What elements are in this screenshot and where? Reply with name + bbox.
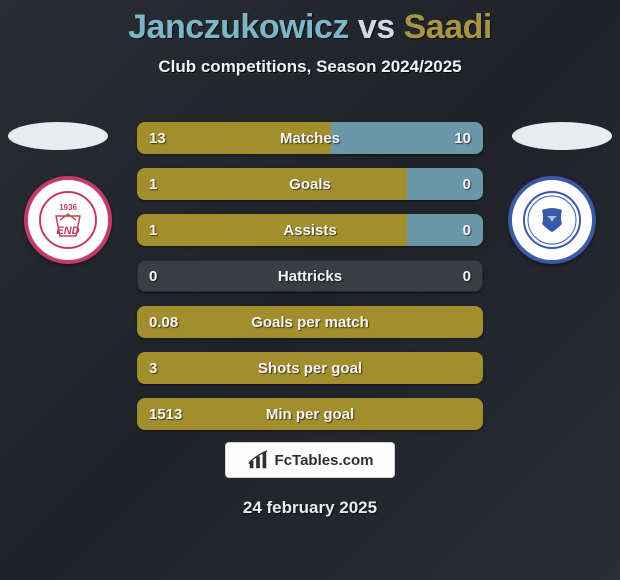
comparison-card: Janczukowicz vs Saadi Club competitions,…: [0, 0, 620, 580]
title-player2: Saadi: [404, 8, 492, 46]
stat-row: 3Shots per goal: [137, 352, 483, 384]
stat-row: 1310Matches: [137, 122, 483, 154]
crest-left-icon: 1936 END: [38, 190, 98, 250]
page-title: Janczukowicz vs Saadi: [0, 0, 620, 47]
stat-row: 00Hattricks: [137, 260, 483, 292]
svg-text:END: END: [56, 225, 79, 237]
bar-chart-icon: [247, 449, 269, 471]
stat-label: Shots per goal: [137, 352, 483, 384]
stat-row: 10Goals: [137, 168, 483, 200]
stat-row: 1513Min per goal: [137, 398, 483, 430]
player1-photo-placeholder: [8, 122, 108, 150]
stat-row: 10Assists: [137, 214, 483, 246]
stat-label: Goals: [137, 168, 483, 200]
brand-text: FcTables.com: [275, 452, 374, 469]
stat-label: Goals per match: [137, 306, 483, 338]
player1-club-crest: 1936 END: [24, 176, 112, 264]
player2-club-crest: [508, 176, 596, 264]
stat-label: Assists: [137, 214, 483, 246]
svg-text:1936: 1936: [59, 203, 77, 212]
date-label: 24 february 2025: [0, 498, 620, 518]
stat-row: 0.08Goals per match: [137, 306, 483, 338]
brand-badge[interactable]: FcTables.com: [225, 442, 395, 478]
title-player1: Janczukowicz: [128, 8, 349, 46]
stat-label: Hattricks: [137, 260, 483, 292]
stat-label: Matches: [137, 122, 483, 154]
player2-photo-placeholder: [512, 122, 612, 150]
stat-label: Min per goal: [137, 398, 483, 430]
title-vs: vs: [358, 8, 395, 46]
crest-right-icon: [522, 190, 582, 250]
stat-bars: 1310Matches 10Goals 10Assists 00Hattricks 0.…: [137, 122, 483, 430]
subtitle: Club competitions, Season 2024/2025: [0, 57, 620, 77]
